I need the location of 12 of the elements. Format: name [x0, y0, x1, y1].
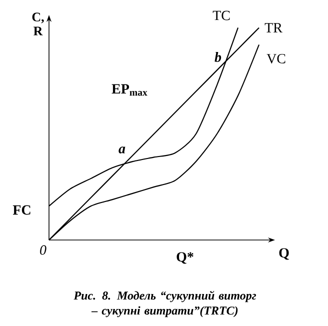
series-label: TC	[212, 10, 230, 20]
series-label: VC	[266, 54, 286, 64]
annotation: a	[118, 146, 126, 154]
annotation: EP$_{max}$	[112, 84, 148, 96]
text: FC	[12, 205, 30, 215]
text: 0	[40, 245, 46, 255]
x-axis-title: Q	[279, 248, 289, 260]
text: Рис. 8. Модель “сукупний виторг – сукупні витрати”(TRTC)	[74, 290, 256, 318]
y-axis-title: C, R	[32, 12, 44, 36]
annotation: b	[214, 52, 222, 62]
text: Q*	[176, 252, 194, 264]
series-label: TR	[264, 23, 282, 32]
